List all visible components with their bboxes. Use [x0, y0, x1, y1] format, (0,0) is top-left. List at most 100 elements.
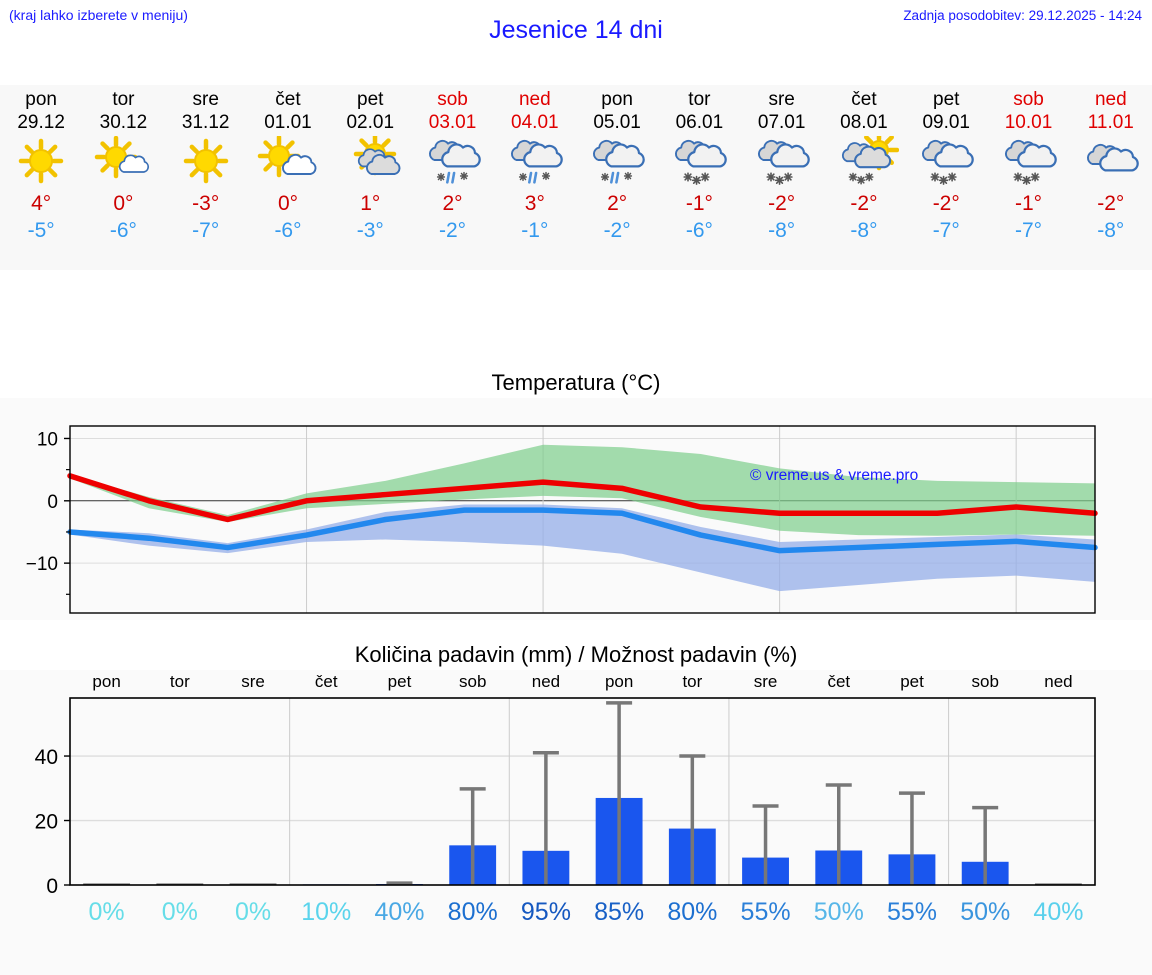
precip-day-label: ned	[1044, 672, 1073, 691]
temp-min: -7°	[192, 219, 220, 242]
temp-max: -2°	[1097, 192, 1125, 215]
day-date: 06.01	[675, 112, 724, 133]
precip-probability-label: 50%	[960, 898, 1011, 926]
temp-max: -1°	[685, 192, 713, 215]
precip-day-label: pet	[387, 672, 412, 691]
day-date: 09.01	[922, 112, 970, 133]
day-date: 03.01	[428, 112, 477, 133]
page-title: Jesenice 14 dni	[489, 16, 663, 44]
precip-probability-label: 0%	[161, 898, 198, 926]
temperature-chart-title: Temperatura (°C)	[0, 368, 1152, 398]
temp-min: -6°	[685, 219, 713, 242]
day-name: sre	[192, 89, 219, 110]
forecast-day-column[interactable]: ned 04.01 3° -1°	[494, 85, 576, 270]
day-date: 04.01	[511, 112, 559, 133]
precip-day-label: ned	[531, 672, 561, 691]
precip-day-label: pon	[92, 672, 121, 691]
sun-icon	[171, 136, 241, 188]
temp-max: -2°	[768, 192, 796, 215]
temp-min: -2°	[603, 219, 631, 242]
cloud-snow-icon	[747, 136, 817, 188]
precip-day-label: sre	[241, 672, 265, 691]
day-date: 30.12	[99, 112, 148, 133]
temp-max: -1°	[1014, 192, 1043, 215]
day-date: 05.01	[593, 112, 641, 133]
day-name: čet	[275, 89, 301, 110]
temp-max: -3°	[192, 192, 220, 215]
precip-probability-label: 85%	[594, 898, 645, 926]
temp-min: -8°	[850, 219, 878, 242]
precip-day-label: čet	[827, 672, 851, 691]
svg-text:10: 10	[37, 429, 58, 450]
precip-day-label: pet	[900, 672, 924, 691]
cloud-snow-icon	[994, 136, 1064, 188]
day-date: 01.01	[264, 112, 312, 133]
day-date: 07.01	[757, 112, 806, 133]
precip-probability-label: 55%	[740, 898, 791, 926]
cloud-rain-snow-icon	[582, 136, 652, 188]
precipitation-probability-row: 0% 0% 0% 10% 40% 80% 95% 85% 80% 55% 50% 55% 50% 40%	[70, 898, 1095, 938]
temperature-plot: 10 0 −10	[26, 425, 1098, 614]
precipitation-chart-title: Količina padavin (mm) / Možnost padavin …	[0, 640, 1152, 670]
temperature-chart: Temperatura (°C) 10 0 −10	[0, 368, 1152, 620]
last-updated-text: Zadnja posodobitev: 29.12.2025 - 14:24	[903, 8, 1142, 23]
sun-gray-cloud-icon	[335, 136, 405, 188]
forecast-day-column[interactable]: pet 09.01 -2°	[905, 85, 987, 270]
precip-day-label: sob	[971, 672, 999, 691]
precipitation-plot: 0 20 40	[35, 697, 1096, 898]
svg-text:−10: −10	[26, 554, 58, 575]
day-name: pon	[601, 89, 633, 110]
cloud-snow-icon	[911, 136, 981, 188]
temp-min: -2°	[439, 219, 467, 242]
day-name: sob	[1013, 89, 1044, 110]
sun-icon	[6, 136, 76, 188]
day-date: 02.01	[346, 112, 395, 133]
cloud-rain-snow-icon	[500, 136, 570, 188]
forecast-day-column[interactable]: sob 03.01 2° -2°	[411, 85, 493, 270]
forecast-day-column[interactable]: pon 05.01 2° -2°	[576, 85, 658, 270]
forecast-day-column[interactable]: čet 01.01 0° -6°	[247, 85, 329, 270]
daily-forecast-strip: pon 29.12 4° -5° tor 30.12 0° -6° sre 31.12 -3° -7°…	[0, 85, 1152, 270]
forecast-day-column[interactable]: sob 10.01 -1°	[987, 85, 1069, 270]
temp-max: 2°	[442, 192, 463, 215]
temp-max: 3°	[524, 192, 545, 215]
sun-cloud-snow-icon	[829, 136, 899, 188]
temp-max: 0°	[113, 192, 134, 215]
precip-day-label: pon	[604, 672, 634, 691]
forecast-day-column[interactable]: ned 11.01 -2° -8°	[1070, 85, 1152, 270]
precip-probability-label: 0%	[234, 898, 272, 926]
day-name: sob	[437, 89, 468, 110]
temp-min: -6°	[109, 219, 137, 242]
precip-probability-label: 0%	[88, 898, 125, 926]
forecast-day-column[interactable]: sre 07.01 -2°	[741, 85, 823, 270]
day-name: tor	[688, 89, 711, 110]
day-name: pon	[25, 89, 57, 110]
day-name: čet	[851, 89, 877, 110]
temp-min: -7°	[1014, 219, 1043, 242]
day-name: ned	[518, 89, 551, 110]
precip-probability-label: 40%	[374, 898, 425, 926]
precip-day-label: sre	[753, 672, 778, 691]
svg-text:0: 0	[46, 875, 58, 898]
day-date: 08.01	[840, 112, 888, 133]
temp-min: -8°	[1097, 219, 1125, 242]
day-name: ned	[1094, 89, 1127, 110]
svg-text:0: 0	[47, 492, 58, 513]
forecast-day-column[interactable]: pon 29.12 4° -5°	[0, 85, 82, 270]
temp-min: -5°	[27, 219, 55, 242]
forecast-day-column[interactable]: čet 08.01 -2°	[823, 85, 905, 270]
temp-max: 0°	[277, 192, 299, 215]
day-date: 10.01	[1004, 112, 1053, 133]
precip-probability-label: 55%	[886, 898, 938, 926]
day-date: 29.12	[17, 112, 65, 133]
precipitation-day-labels: pon tor sre čet pet sob ned pon tor sre čet pet sob n…	[70, 672, 1095, 698]
precip-day-label: sob	[458, 672, 487, 691]
forecast-day-column[interactable]: pet 02.01 1° -3°	[329, 85, 411, 270]
forecast-day-column[interactable]: tor 30.12 0° -6°	[82, 85, 164, 270]
forecast-day-column[interactable]: sre 31.12 -3° -7°	[165, 85, 247, 270]
precipitation-chart: Količina padavin (mm) / Možnost padavin …	[0, 640, 1152, 975]
precip-probability-label: 80%	[447, 898, 498, 926]
sun-small-cloud-icon	[88, 136, 158, 188]
forecast-day-column[interactable]: tor 06.01 -1°	[658, 85, 740, 270]
